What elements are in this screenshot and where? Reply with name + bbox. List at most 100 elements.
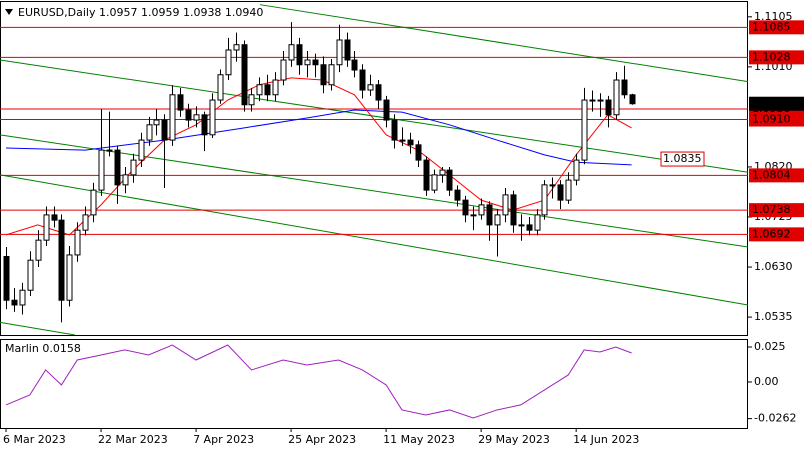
menu-triangle xyxy=(5,9,13,15)
marker-label: 1.0835 xyxy=(663,152,702,165)
candle-body xyxy=(114,149,121,186)
candle-body xyxy=(58,219,65,301)
candle-body xyxy=(415,144,422,161)
candle-body xyxy=(51,214,58,221)
candle-body xyxy=(549,184,556,187)
candle-body xyxy=(454,189,461,201)
candle-body xyxy=(383,99,390,121)
candle-body xyxy=(351,59,358,71)
trend-line xyxy=(259,4,748,83)
candle-body xyxy=(209,99,216,136)
x-tick-label: 11 May 2023 xyxy=(383,433,455,446)
y-tick-label: 1.0630 xyxy=(754,260,793,273)
level-label: 1.0804 xyxy=(752,168,791,181)
candle-body xyxy=(629,94,636,105)
last-price-label: 1.0940 xyxy=(752,97,791,110)
candle-body xyxy=(478,204,485,216)
level-label-box xyxy=(749,227,804,242)
main-frame xyxy=(0,1,748,336)
candle-body xyxy=(557,184,564,201)
x-tick-label: 25 Apr 2023 xyxy=(288,433,356,446)
candle-body xyxy=(193,114,200,121)
candle-body xyxy=(312,59,319,66)
candle-body xyxy=(90,189,97,216)
candle-body xyxy=(201,114,208,136)
indicator-title: Marlin 0.0158 xyxy=(5,342,81,355)
candle-body xyxy=(367,84,374,91)
candle-body xyxy=(407,139,414,146)
candle-body xyxy=(280,59,287,81)
candle-body xyxy=(288,44,295,61)
candle-body xyxy=(328,64,335,86)
candle-body xyxy=(256,84,263,96)
level-label: 1.0692 xyxy=(752,227,791,240)
level-label: 1.1028 xyxy=(752,50,791,63)
candle-body xyxy=(486,204,493,226)
x-tick-label: 14 Jun 2023 xyxy=(573,433,639,446)
candle-body xyxy=(304,59,311,66)
candle-body xyxy=(375,84,382,101)
candle-body xyxy=(320,64,327,86)
x-tick-label: 22 Mar 2023 xyxy=(98,433,168,446)
candle-body xyxy=(177,94,184,111)
y-tick-label: -0.0262 xyxy=(754,412,796,425)
candle-body xyxy=(122,174,129,186)
candle-body xyxy=(233,44,240,51)
candle-body xyxy=(344,39,351,61)
y-tick-label: 0.025 xyxy=(754,340,786,353)
candle-body xyxy=(161,119,168,141)
candle-body xyxy=(589,99,596,102)
candle-body xyxy=(138,139,145,161)
candle-body xyxy=(27,259,34,291)
candle-body xyxy=(581,99,588,161)
candle-body xyxy=(526,224,533,231)
candle-body xyxy=(605,99,612,116)
candle-body xyxy=(359,69,366,91)
level-label-box xyxy=(749,50,804,65)
candle-body xyxy=(391,119,398,141)
candle-body xyxy=(169,94,176,141)
level-label-box xyxy=(749,203,804,218)
candle-body xyxy=(264,84,271,96)
y-tick-label: 0.00 xyxy=(754,375,779,388)
level-label-box xyxy=(749,20,804,35)
level-label: 1.0738 xyxy=(752,203,791,216)
candle-body xyxy=(613,79,620,116)
candle-body xyxy=(470,214,477,217)
candle-body xyxy=(225,49,232,76)
candle-body xyxy=(248,94,255,106)
candle-body xyxy=(541,184,548,216)
candle-body xyxy=(74,229,81,256)
candle-body xyxy=(272,79,279,96)
candle-body xyxy=(3,256,10,301)
marker-box xyxy=(660,151,705,167)
y-tick-label: 1.1105 xyxy=(754,10,793,23)
x-tick-label: 29 May 2023 xyxy=(478,433,550,446)
candle-body xyxy=(82,214,89,231)
indicator-frame xyxy=(0,339,748,429)
x-tick-label: 6 Mar 2023 xyxy=(3,433,66,446)
candle-body xyxy=(11,299,18,306)
candle-body xyxy=(35,239,42,261)
candle-body xyxy=(510,194,517,226)
candle-body xyxy=(336,39,343,66)
candle-body xyxy=(241,44,248,106)
candle-body xyxy=(19,289,26,306)
candle-body xyxy=(130,159,137,176)
candle-body xyxy=(153,119,160,126)
level-label: 1.1085 xyxy=(752,20,791,33)
candle-body xyxy=(621,79,628,96)
candle-body xyxy=(185,109,192,121)
candle-body xyxy=(565,179,572,201)
candle-body xyxy=(98,149,105,191)
plot-layer: 1.11051.10101.08201.07251.06301.05351.08… xyxy=(0,4,804,446)
candle-body xyxy=(462,199,469,216)
candle-body xyxy=(43,214,50,241)
candle-body xyxy=(518,224,525,227)
moving-average xyxy=(6,109,632,166)
candle-body xyxy=(446,169,453,191)
candle-body xyxy=(423,159,430,191)
